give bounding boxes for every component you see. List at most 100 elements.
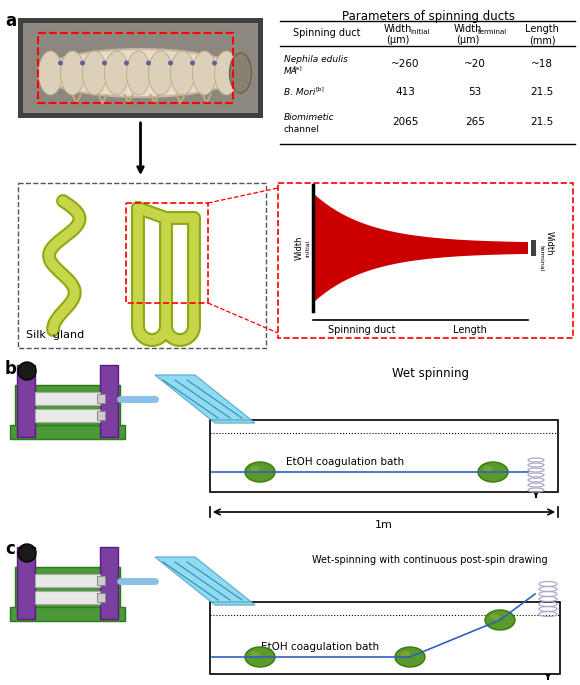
Ellipse shape	[82, 51, 107, 95]
Polygon shape	[155, 375, 255, 423]
Bar	[15, 385, 120, 437]
Ellipse shape	[395, 647, 425, 667]
Bar	[97, 394, 105, 403]
Ellipse shape	[215, 51, 238, 95]
Text: b: b	[5, 360, 17, 378]
Text: B. Mori: B. Mori	[284, 88, 316, 97]
Text: Nephila edulis: Nephila edulis	[284, 55, 348, 64]
Text: initial: initial	[306, 239, 310, 257]
Ellipse shape	[490, 614, 500, 620]
Bar	[35, 591, 100, 604]
Text: 1m: 1m	[375, 520, 393, 530]
Bar	[278, 183, 573, 338]
Ellipse shape	[245, 647, 275, 667]
Text: MA: MA	[284, 66, 298, 75]
Bar	[126, 203, 208, 303]
Text: 265: 265	[465, 117, 485, 127]
Bar	[210, 420, 558, 492]
Text: terminal: terminal	[538, 245, 543, 271]
Ellipse shape	[245, 462, 275, 482]
Text: Wet-spinning with continuous post-spin drawing: Wet-spinning with continuous post-spin d…	[312, 555, 548, 565]
Polygon shape	[313, 193, 528, 303]
Bar	[100, 547, 118, 619]
Bar	[35, 574, 100, 587]
Circle shape	[18, 544, 36, 562]
Ellipse shape	[104, 51, 129, 95]
Bar	[15, 567, 120, 619]
Text: a: a	[5, 12, 16, 30]
Ellipse shape	[41, 49, 241, 97]
Text: 53: 53	[469, 87, 481, 97]
Bar	[100, 365, 118, 437]
Bar	[35, 409, 100, 422]
Bar	[23, 23, 258, 113]
Bar	[18, 18, 263, 118]
Ellipse shape	[250, 466, 260, 472]
Text: 21.5: 21.5	[530, 117, 554, 127]
Ellipse shape	[400, 651, 410, 657]
Circle shape	[212, 60, 217, 66]
Bar	[17, 365, 35, 437]
Text: channel: channel	[284, 125, 320, 134]
Ellipse shape	[60, 51, 85, 95]
Ellipse shape	[38, 51, 63, 95]
Circle shape	[146, 60, 151, 66]
Bar	[531, 240, 536, 256]
Text: 21.5: 21.5	[530, 87, 554, 97]
Bar	[10, 607, 125, 621]
Bar	[10, 425, 125, 439]
Ellipse shape	[483, 466, 493, 472]
Text: 2065: 2065	[392, 117, 418, 127]
Text: ~20: ~20	[464, 59, 486, 69]
Text: Parameters of spinning ducts: Parameters of spinning ducts	[342, 10, 514, 23]
Bar	[97, 576, 105, 585]
Text: Length: Length	[525, 24, 559, 34]
Circle shape	[102, 60, 107, 66]
Ellipse shape	[250, 651, 260, 657]
Text: Width: Width	[295, 236, 303, 260]
Text: Width: Width	[454, 24, 482, 34]
Text: (mm): (mm)	[529, 35, 555, 45]
Text: 413: 413	[395, 87, 415, 97]
Text: [a]: [a]	[293, 66, 302, 71]
Ellipse shape	[230, 53, 252, 93]
Circle shape	[124, 60, 129, 66]
Text: Silk  gland: Silk gland	[26, 330, 84, 340]
Text: EtOH coagulation bath: EtOH coagulation bath	[261, 642, 379, 652]
Text: c: c	[5, 540, 15, 558]
Text: Length: Length	[453, 325, 487, 335]
Text: Biomimetic: Biomimetic	[284, 112, 335, 121]
Polygon shape	[155, 557, 255, 605]
Text: EtOH coagulation bath: EtOH coagulation bath	[286, 457, 404, 467]
Text: ~18: ~18	[531, 59, 553, 69]
Text: Spinning duct: Spinning duct	[293, 28, 361, 38]
Circle shape	[168, 60, 173, 66]
Bar	[35, 392, 100, 405]
Bar	[210, 602, 560, 674]
Text: Width: Width	[384, 24, 412, 34]
Circle shape	[80, 60, 85, 66]
Text: [b]: [b]	[316, 86, 324, 92]
Text: Spinning duct: Spinning duct	[328, 325, 396, 335]
Text: terminal: terminal	[477, 29, 506, 35]
Ellipse shape	[193, 51, 216, 95]
Text: ~260: ~260	[391, 59, 419, 69]
Bar	[17, 547, 35, 619]
Ellipse shape	[126, 51, 150, 95]
Text: (μm): (μm)	[386, 35, 409, 45]
Ellipse shape	[478, 462, 508, 482]
Ellipse shape	[485, 610, 515, 630]
Text: Width: Width	[545, 231, 553, 256]
Circle shape	[18, 362, 36, 380]
Bar	[97, 593, 105, 602]
Text: (μm): (μm)	[456, 35, 480, 45]
Bar	[18, 183, 266, 348]
Text: Wet spinning: Wet spinning	[392, 367, 469, 380]
Ellipse shape	[171, 51, 194, 95]
Bar	[38, 33, 233, 103]
Bar	[97, 411, 105, 420]
Ellipse shape	[148, 51, 172, 95]
Circle shape	[58, 60, 63, 66]
Circle shape	[190, 60, 195, 66]
Text: initial: initial	[410, 29, 430, 35]
